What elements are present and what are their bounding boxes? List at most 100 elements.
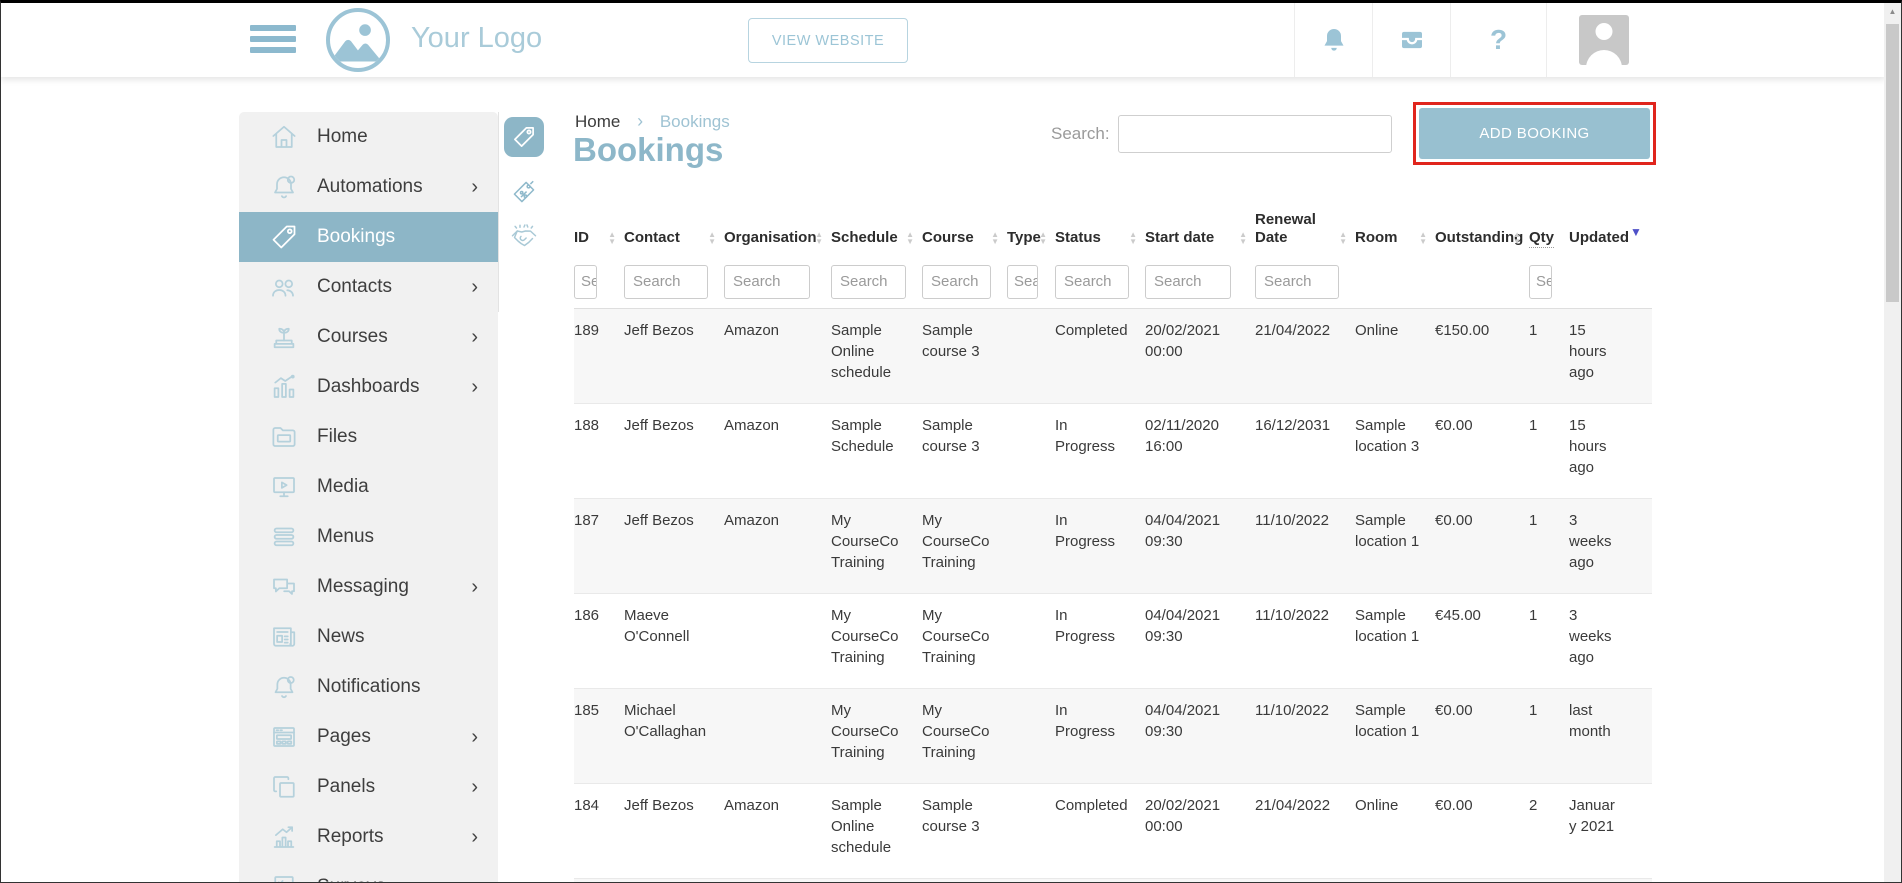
scrollbar-thumb[interactable] (1886, 24, 1899, 302)
column-label: Outstanding (1435, 229, 1523, 246)
sidebar-item-home[interactable]: Home (239, 112, 498, 162)
sort-arrows-icon[interactable]: ▲▼ (1039, 232, 1047, 245)
filter-cell-id (574, 265, 624, 299)
scrollbar-up-icon[interactable]: ▲ (1884, 3, 1901, 20)
sidebar-item-contacts[interactable]: Contacts› (239, 262, 498, 312)
column-header-contact[interactable]: Contact▲▼ (624, 229, 724, 255)
table-row[interactable]: 188Jeff BezosAmazonSample ScheduleSample… (574, 404, 1652, 499)
notifications-bell-icon[interactable] (1294, 3, 1372, 77)
table-row[interactable]: 183AmazonSample Online scheduleSample co… (574, 879, 1652, 883)
cell-status: Completed (1055, 309, 1145, 403)
cell-contact: Jeff Bezos (624, 309, 724, 403)
cell-outstanding: €0.00 (1435, 784, 1529, 878)
cell-room: Sample location 1 (1355, 594, 1435, 688)
inbox-tray-icon[interactable] (1372, 3, 1450, 77)
sidebar-item-automations[interactable]: Automations› (239, 162, 498, 212)
handshake-icon[interactable] (504, 216, 544, 256)
sort-arrows-icon[interactable]: ▲▼ (1419, 232, 1427, 245)
filter-input-status[interactable] (1055, 265, 1129, 299)
filter-input-contact[interactable] (624, 265, 708, 299)
sort-arrows-icon[interactable]: ▲▼ (608, 232, 616, 245)
cell-schedule: Sample Online schedule (831, 784, 922, 878)
vertical-scrollbar[interactable]: ▲ (1884, 3, 1901, 882)
sidebar-item-label: Home (317, 126, 368, 148)
sidebar-item-dashboards[interactable]: Dashboards› (239, 362, 498, 412)
sidebar-item-panels[interactable]: Panels› (239, 762, 498, 812)
column-header-type[interactable]: Type▲▼ (1007, 229, 1055, 255)
sort-arrows-icon[interactable]: ▲▼ (906, 232, 914, 245)
cell-organisation: Amazon (724, 309, 831, 403)
cell-status: In Progress (1055, 404, 1145, 498)
search-input[interactable] (1118, 115, 1392, 153)
breadcrumb-home-link[interactable]: Home (575, 112, 620, 131)
help-icon[interactable]: ? (1450, 3, 1546, 77)
cell-qty: 1 (1529, 499, 1569, 593)
table-row[interactable]: 185Michael O'CallaghanMy CourseCo Traini… (574, 689, 1652, 784)
filter-input-type[interactable] (1007, 265, 1038, 299)
cell-type (1007, 594, 1055, 688)
column-header-id[interactable]: ID▲▼ (574, 229, 624, 255)
sort-arrows-icon[interactable]: ▲▼ (991, 232, 999, 245)
sidebar-item-notifications[interactable]: Notifications (239, 662, 498, 712)
column-header-status[interactable]: Status▲▼ (1055, 229, 1145, 255)
sort-arrows-icon[interactable]: ▲▼ (1513, 232, 1521, 245)
filter-input-course[interactable] (922, 265, 991, 299)
column-header-course[interactable]: Course▲▼ (922, 229, 1007, 255)
sidebar-item-bookings[interactable]: Bookings (239, 212, 498, 262)
column-label: Renewal Date (1255, 211, 1316, 246)
top-icon-group: ? (1294, 3, 1879, 77)
cell-status: In Progress (1055, 689, 1145, 783)
column-header-room[interactable]: Room▲▼ (1355, 229, 1435, 255)
add-booking-button[interactable]: ADD BOOKING (1419, 108, 1650, 159)
filter-input-renewal-date[interactable] (1255, 265, 1339, 299)
avatar[interactable] (1579, 15, 1629, 65)
sort-arrows-icon[interactable]: ▲▼ (1339, 232, 1347, 245)
column-header-organisation[interactable]: Organisation▲▼ (724, 229, 831, 255)
cell-start-date: 20/02/2021 00:00 (1145, 309, 1255, 403)
sidebar-item-reports[interactable]: Reports› (239, 812, 498, 862)
table-row[interactable]: 184Jeff BezosAmazonSample Online schedul… (574, 784, 1652, 879)
table-row[interactable]: 189Jeff BezosAmazonSample Online schedul… (574, 309, 1652, 404)
chevron-right-icon: › (471, 377, 478, 397)
filter-input-schedule[interactable] (831, 265, 906, 299)
column-header-renewal-date[interactable]: Renewal Date ▲▼ (1255, 211, 1355, 255)
column-header-outstanding[interactable]: Outstanding▲▼ (1435, 229, 1529, 255)
cell-updated (1569, 879, 1629, 883)
filter-input-organisation[interactable] (724, 265, 810, 299)
user-menu (1546, 3, 1879, 77)
sidebar-item-surveys[interactable]: Surveys (239, 862, 498, 883)
sidebar-item-pages[interactable]: Pages› (239, 712, 498, 762)
filter-input-id[interactable] (574, 265, 597, 299)
column-header-updated[interactable]: Updated▼ (1569, 229, 1629, 255)
sidebar-item-files[interactable]: Files (239, 412, 498, 462)
column-header-start-date[interactable]: Start date▲▼ (1145, 229, 1255, 255)
sort-arrows-icon[interactable]: ▲▼ (815, 232, 823, 245)
voucher-tag-icon[interactable] (504, 172, 544, 212)
sidebar-item-label: Messaging (317, 576, 409, 598)
column-header-schedule[interactable]: Schedule▲▼ (831, 229, 922, 255)
sidebar-item-media[interactable]: Media (239, 462, 498, 512)
view-website-button[interactable]: VIEW WEBSITE (748, 18, 908, 63)
sidebar-item-label: Courses (317, 326, 388, 348)
messaging-icon (267, 570, 301, 604)
sort-desc-active-icon[interactable]: ▼ (1630, 225, 1642, 239)
table-row[interactable]: 186Maeve O'ConnellMy CourseCo TrainingMy… (574, 594, 1652, 689)
sidebar-item-menus[interactable]: Menus (239, 512, 498, 562)
filter-input-qty[interactable] (1529, 265, 1552, 299)
sort-arrows-icon[interactable]: ▲▼ (708, 232, 716, 245)
booking-tag-icon[interactable] (504, 117, 544, 157)
cell-type (1007, 309, 1055, 403)
column-header-qty[interactable]: Qty (1529, 229, 1569, 255)
sort-arrows-icon[interactable]: ▲▼ (1239, 232, 1247, 245)
filter-input-start-date[interactable] (1145, 265, 1231, 299)
sidebar-item-label: Panels (317, 776, 375, 798)
cell-contact: Maeve O'Connell (624, 594, 724, 688)
sidebar-item-courses[interactable]: Courses› (239, 312, 498, 362)
sidebar-item-messaging[interactable]: Messaging› (239, 562, 498, 612)
hamburger-menu-icon[interactable] (250, 25, 296, 58)
sidebar-item-news[interactable]: News (239, 612, 498, 662)
logo-image-icon[interactable] (326, 8, 390, 72)
bookings-table: ID▲▼Contact▲▼Organisation▲▼Schedule▲▼Cou… (574, 198, 1652, 883)
table-row[interactable]: 187Jeff BezosAmazonMy CourseCo TrainingM… (574, 499, 1652, 594)
sort-arrows-icon[interactable]: ▲▼ (1129, 232, 1137, 245)
